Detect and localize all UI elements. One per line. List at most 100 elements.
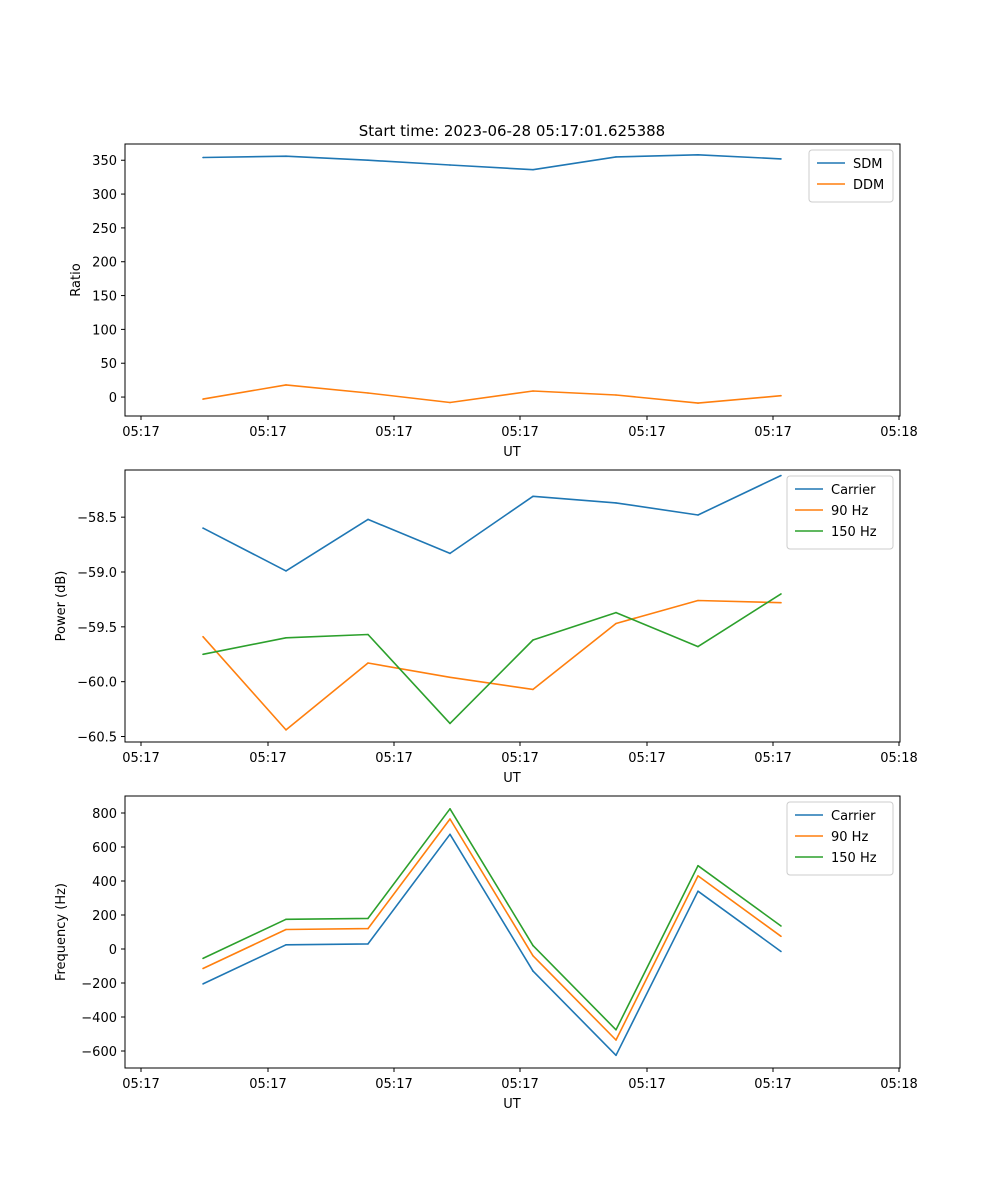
data-point [449, 401, 451, 404]
y-tick-label: 250 [92, 222, 117, 237]
data-point [532, 955, 534, 957]
y-tick-label: −60.0 [77, 676, 117, 691]
y-axis-label: Power (dB) [54, 571, 69, 642]
data-point [202, 398, 204, 400]
data-point [285, 155, 287, 157]
legend-label: Carrier [831, 483, 876, 498]
data-point [532, 944, 534, 947]
data-point [202, 156, 204, 159]
x-tick-label: 05:17 [375, 1077, 412, 1092]
y-axis-label: Frequency (Hz) [54, 883, 69, 981]
data-point [285, 384, 287, 386]
data-point [532, 970, 534, 972]
data-point [697, 402, 699, 404]
x-axis-label: UT [503, 445, 521, 460]
x-tick-label: 05:17 [501, 425, 538, 440]
data-point [532, 688, 534, 691]
series-line-150-hz [202, 593, 782, 725]
data-point [285, 928, 287, 931]
data-point [449, 808, 451, 810]
y-axis-label: Ratio [69, 263, 84, 296]
x-tick-label: 05:18 [880, 1077, 917, 1092]
x-tick-label: 05:17 [501, 751, 538, 766]
series-line-ddm [202, 384, 782, 404]
data-point [780, 950, 782, 953]
y-tick-label: 300 [92, 188, 117, 203]
data-point [615, 156, 617, 158]
data-point [285, 944, 287, 946]
x-tick-label: 05:17 [375, 425, 412, 440]
figure-title: Start time: 2023-06-28 05:17:01.625388 [359, 122, 665, 140]
data-point [532, 168, 534, 171]
data-point [202, 983, 204, 985]
data-point [697, 864, 699, 867]
series-line-sdm [202, 154, 782, 171]
data-point [697, 875, 699, 877]
x-tick-label: 05:17 [628, 751, 665, 766]
x-tick-label: 05:17 [249, 425, 286, 440]
data-point [615, 622, 617, 625]
y-tick-label: −59.5 [77, 621, 117, 636]
data-point [367, 662, 369, 664]
x-tick-label: 05:17 [375, 751, 412, 766]
data-point [367, 518, 369, 521]
chart-3: 05:17 05:17 05:17 05:17 05:17 05:17 05:18 UT −60… [54, 795, 918, 1112]
data-point [615, 1054, 617, 1057]
legend-label: SDM [853, 157, 882, 172]
y-tick-label: 600 [92, 841, 117, 856]
data-point [367, 159, 369, 161]
data-point [367, 633, 369, 636]
data-point [285, 918, 287, 921]
x-tick-label: 05:17 [628, 1077, 665, 1092]
data-point [367, 392, 369, 394]
x-tick-label: 05:17 [754, 1077, 791, 1092]
x-axis-label: UT [503, 771, 521, 786]
legend-label: Carrier [831, 809, 876, 824]
x-tick-label: 05:17 [501, 1077, 538, 1092]
chart-2: 05:17 05:17 05:17 05:17 05:17 05:17 05:18 UT −60… [54, 469, 918, 786]
chart-panels: 05:17 05:17 05:17 05:17 05:17 05:17 05:18 UT 0 50… [54, 143, 918, 1112]
legend-1: SDM DDM [808, 149, 894, 203]
y-tick-label: 200 [92, 256, 117, 271]
x-tick-label: 05:17 [249, 751, 286, 766]
data-point [615, 1039, 617, 1041]
data-point [532, 390, 534, 392]
data-point [532, 495, 534, 498]
data-point [449, 833, 451, 836]
y-tick-label: 50 [100, 357, 117, 372]
y-tick-label: 0 [109, 943, 117, 958]
plot-area-2 [124, 469, 901, 743]
series-line-carrier [202, 833, 782, 1057]
data-point [697, 514, 699, 516]
x-tick-label: 05:17 [122, 425, 159, 440]
y-tick-label: 0 [109, 391, 117, 406]
series-line-90-hz [202, 818, 782, 1041]
data-point [449, 722, 451, 725]
y-tick-label: 150 [92, 290, 117, 305]
data-point [367, 943, 369, 945]
y-tick-label: −200 [81, 977, 117, 992]
x-axis-label: UT [503, 1097, 521, 1112]
data-point [202, 967, 204, 970]
y-tick-label: 400 [92, 875, 117, 890]
data-point [615, 1029, 617, 1031]
data-point [780, 601, 782, 604]
x-tick-label: 05:17 [754, 751, 791, 766]
data-point [697, 599, 699, 602]
data-point [449, 552, 451, 555]
data-point [202, 635, 204, 638]
data-point [367, 917, 369, 920]
data-point [780, 158, 782, 160]
data-point [285, 637, 287, 639]
x-tick-label: 05:17 [754, 425, 791, 440]
y-tick-label: −60.5 [77, 731, 117, 746]
data-point [202, 527, 204, 529]
data-point [615, 394, 617, 396]
y-tick-label: −58.5 [77, 511, 117, 526]
data-point [449, 818, 451, 820]
chart-1: 05:17 05:17 05:17 05:17 05:17 05:17 05:18 UT 0 50… [69, 143, 918, 460]
y-tick-label: 200 [92, 909, 117, 924]
series-line-150-hz [202, 807, 782, 1031]
data-point [449, 676, 451, 679]
